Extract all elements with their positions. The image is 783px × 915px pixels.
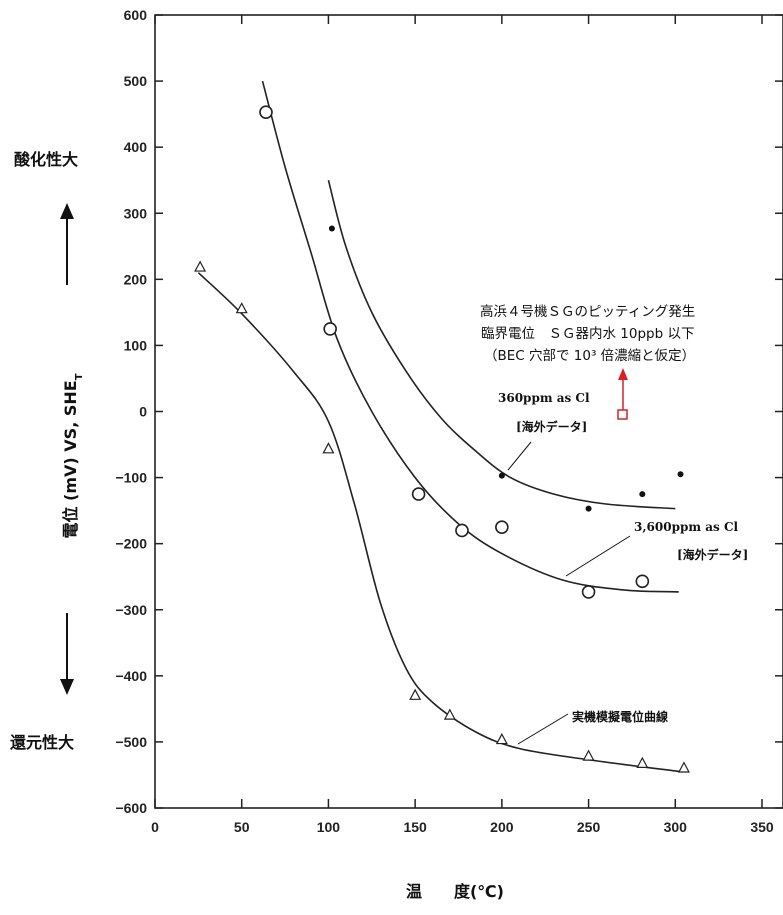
series-label-360: 360ppm as Cl [498,391,590,405]
triangle-marker [322,442,335,454]
curve-360ppm [327,180,676,510]
open-circle-marker [495,520,509,534]
triangle-marker [495,732,508,745]
open-circle-marker [455,523,469,538]
oxidizing-arrow-icon [60,203,74,285]
x-tick-label: 350 [750,819,774,835]
x-tick-label: 50 [234,819,250,835]
filled-dot-marker [639,491,646,498]
critical-potential-arrow-icon [617,368,628,420]
leader-line-3600 [565,535,631,577]
x-tick-label: 100 [317,819,341,835]
x-tick-label: 250 [577,819,601,835]
open-circle-marker [411,487,426,501]
y-tick-label: 300 [124,205,148,221]
reducing-label: 還元性大 [10,733,74,752]
open-circle-marker [323,322,337,336]
triangle-marker [582,749,595,761]
y-tick-label: 200 [124,271,148,287]
curve-simulated [197,272,681,773]
curves-group [197,80,681,773]
annotation-line-2: 臨界電位 ＳＧ器内水 10ppb 以下 [481,326,694,342]
x-axis-title: 温 度(℃) [405,882,504,901]
series-label-3600: 3,600ppm as Cl [634,520,738,534]
triangle-marker [677,761,690,773]
y-tick-label: 400 [124,139,148,155]
y-tick-label: −300 [115,602,147,618]
plot-frame [154,14,783,809]
triangle-marker [443,708,456,720]
y-tick-label: 0 [139,404,147,420]
annotation-line-1: 高浜４号機ＳＧのピッティング発生 [480,303,695,320]
open-circle-marker [635,574,650,589]
filled-dot-marker [677,471,684,478]
y-tick-label: −400 [115,668,147,684]
open-circle-marker [259,105,273,119]
x-tick-label: 150 [403,819,427,835]
y-tick-label: −500 [115,734,147,750]
curve-3600ppm [261,80,679,593]
leader-line-simulated [517,713,569,745]
y-tick-label: 600 [124,7,148,23]
open-circle-marker [581,585,596,599]
x-tick-label: 300 [664,819,688,835]
leader-line-360 [507,441,532,471]
filled-dot-marker [328,225,335,232]
markers-group [194,105,690,773]
y-tick-label: −600 [115,800,147,816]
y-tick-label: 500 [124,73,148,89]
y-tick-label: −200 [115,536,147,552]
annotation-line-3: （BEC 穴部で 10³ 倍濃縮と仮定） [484,348,695,364]
y-tick-label: −100 [115,470,147,486]
series-source-360: [海外データ] [516,419,587,434]
series-label-simulated: 実機模擬電位曲線 [572,709,668,724]
series-source-3600: [海外データ] [677,547,748,562]
triangle-marker [194,260,207,272]
reducing-arrow-icon [60,613,74,695]
x-tick-label: 0 [151,819,159,835]
x-tick-label: 200 [490,819,514,835]
y-tick-label: 100 [124,337,148,353]
axes-group: 6005004003002001000−100−200−300−400−500−… [115,7,783,835]
oxidizing-label: 酸化性大 [14,150,78,169]
y-axis-title: 電位 (mV) VS, SHET [61,373,85,538]
triangle-marker [235,302,248,314]
filled-dot-marker [585,505,592,512]
triangle-marker [636,756,649,768]
triangle-marker [409,688,422,700]
filled-dot-marker [498,472,505,479]
